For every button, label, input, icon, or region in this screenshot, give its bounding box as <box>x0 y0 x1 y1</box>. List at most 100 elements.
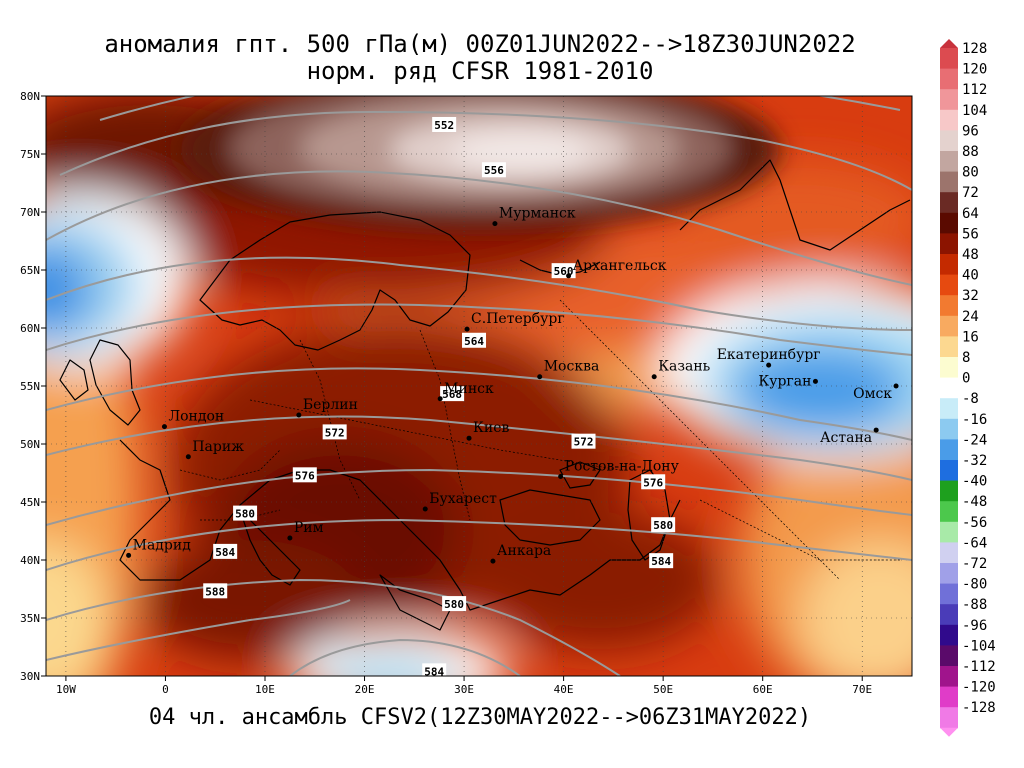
lat-tick-label: 60N <box>20 322 40 335</box>
city-dot <box>492 221 498 227</box>
contour-label-text: 580 <box>235 508 255 521</box>
city: Ростов-на-Дону <box>558 458 680 479</box>
legend-swatch <box>940 398 958 420</box>
city: Париж <box>185 439 244 460</box>
contour-label: 580 <box>651 517 676 533</box>
contour-label: 552 <box>432 117 457 132</box>
legend-swatch <box>940 439 958 461</box>
legend-swatch <box>940 254 958 276</box>
contour-label-box <box>440 386 465 402</box>
city-label: Омск <box>853 386 892 402</box>
contour-label-text: 572 <box>325 426 345 439</box>
legend-level: -48 <box>962 494 987 510</box>
lat-tick-label: 75N <box>20 148 40 161</box>
legend-swatch <box>940 315 958 337</box>
legend-swatch <box>940 151 958 173</box>
lat-tick-label: 40N <box>20 554 40 567</box>
legend-level: 64 <box>962 206 979 222</box>
contour-label-text: 556 <box>484 164 504 177</box>
map-title-line1: аномалия гпт. 500 гПа(м) 00Z01JUN2022-->… <box>104 30 856 58</box>
contour-label-text: 576 <box>295 469 315 482</box>
legend-swatch <box>940 707 958 729</box>
city-dot <box>651 374 657 380</box>
contour-label-box <box>651 517 676 533</box>
legend-swatch <box>940 604 958 626</box>
legend-swatch <box>940 460 958 482</box>
city-label: Казань <box>658 359 710 375</box>
legend-level: -88 <box>962 597 987 613</box>
legend-level: 24 <box>962 309 979 325</box>
contour-label-box <box>432 117 457 132</box>
legend-swatch <box>940 686 958 708</box>
city: С.Петербург <box>464 311 565 332</box>
contour-label-text: 576 <box>643 476 663 489</box>
city: Мурманск <box>492 206 576 227</box>
legend-swatch <box>940 212 958 234</box>
legend-level: 96 <box>962 123 979 139</box>
contour-label-text: 584 <box>215 546 235 559</box>
legend-level: -32 <box>962 453 987 469</box>
city: Минск <box>437 381 494 402</box>
city-label: Берлин <box>303 397 358 413</box>
city-label: Архангельск <box>573 258 667 274</box>
contour-label-box <box>322 424 347 440</box>
city: Екатеринбург <box>717 347 821 368</box>
contour-label-box <box>422 663 447 676</box>
lon-tick-label: 50E <box>653 683 673 696</box>
lon-tick-label: 20E <box>355 683 375 696</box>
legend-swatch <box>940 48 958 70</box>
legend-level: -64 <box>962 535 987 551</box>
city: Берлин <box>296 397 358 418</box>
legend-swatch <box>940 233 958 255</box>
contour-label: 580 <box>442 596 467 612</box>
city-label: Екатеринбург <box>717 347 821 363</box>
contour-label-box <box>442 596 467 612</box>
legend-swatch <box>940 521 958 543</box>
legend-level: 32 <box>962 288 979 304</box>
city: Казань <box>651 359 711 380</box>
city: Бухарест <box>422 491 497 512</box>
city: Курган <box>758 373 818 389</box>
legend-swatch <box>940 542 958 564</box>
lon-tick-label: 40E <box>554 683 574 696</box>
legend-level: 104 <box>962 103 987 119</box>
city: Лондон <box>161 409 224 430</box>
legend-level: 0 <box>962 371 970 387</box>
legend-level: -72 <box>962 556 987 572</box>
city-label: Лондон <box>168 409 224 425</box>
city: Омск <box>853 383 899 402</box>
lat-tick-label: 30N <box>20 670 40 683</box>
contour-label: 564 <box>462 332 487 348</box>
legend-level: 112 <box>962 82 987 98</box>
city-dot <box>185 454 191 460</box>
legend-level: 8 <box>962 350 970 366</box>
legend-swatch <box>940 666 958 688</box>
legend-swatch <box>940 480 958 502</box>
city-markers: Мурманск Архангельск С.Петербург Москва Каза… <box>126 206 899 564</box>
city-label: Киев <box>473 420 509 436</box>
city-dot <box>422 506 428 512</box>
legend-swatch <box>940 295 958 317</box>
contour-label: 576 <box>292 467 317 483</box>
contour-label: 584 <box>422 663 447 676</box>
lon-tick-label: 10W <box>56 683 76 696</box>
legend-level: -96 <box>962 618 987 634</box>
contour-label-box <box>641 474 666 490</box>
legend-level: -104 <box>962 638 996 654</box>
lon-tick-label: 10E <box>255 683 275 696</box>
anomaly-field: 5525565605645685725725765765805805845845… <box>46 96 912 676</box>
contour-label-box <box>213 543 238 559</box>
contour-label-text: 572 <box>574 436 594 449</box>
contour-label-box <box>203 583 228 599</box>
legend-swatch <box>940 68 958 90</box>
city-dot <box>296 412 302 418</box>
legend-level: -80 <box>962 577 987 593</box>
city-label: Мурманск <box>499 206 576 222</box>
contour-label: 588 <box>203 583 228 599</box>
contour-label-text: 588 <box>205 585 225 598</box>
contour-label-box <box>462 332 487 348</box>
legend-level: 128 <box>962 41 987 57</box>
contour-label-text: 568 <box>442 388 462 401</box>
lat-tick-label: 80N <box>20 90 40 103</box>
